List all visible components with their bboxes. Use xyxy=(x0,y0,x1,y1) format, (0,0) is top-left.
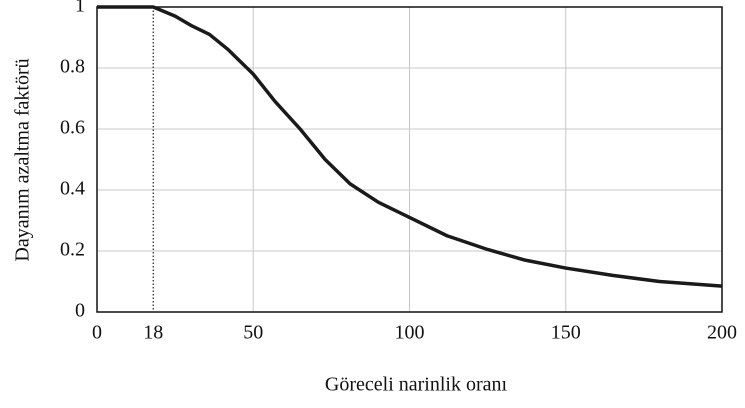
y-tick-label: 0.8 xyxy=(60,56,85,78)
x-tick-label: 150 xyxy=(551,322,581,344)
y-tick-label: 0.2 xyxy=(60,239,85,261)
x-tick-label: 200 xyxy=(707,322,737,344)
y-tick-label: 1 xyxy=(75,0,85,17)
y-tick-label: 0.6 xyxy=(60,117,85,139)
curve xyxy=(97,5,723,288)
x-tick-label: 100 xyxy=(395,322,425,344)
x-tick-label: 0 xyxy=(92,322,102,344)
y-tick-label: 0.4 xyxy=(60,178,85,200)
x-axis-label: Göreceli narinlik oranı xyxy=(325,374,508,396)
x-tick-label: 50 xyxy=(243,322,263,344)
y-tick-label: 0 xyxy=(75,300,85,322)
x-tick-label: 18 xyxy=(143,322,163,344)
y-axis-label: Dayanım azaltma faktörü xyxy=(12,58,34,261)
plot-frame xyxy=(96,6,723,313)
